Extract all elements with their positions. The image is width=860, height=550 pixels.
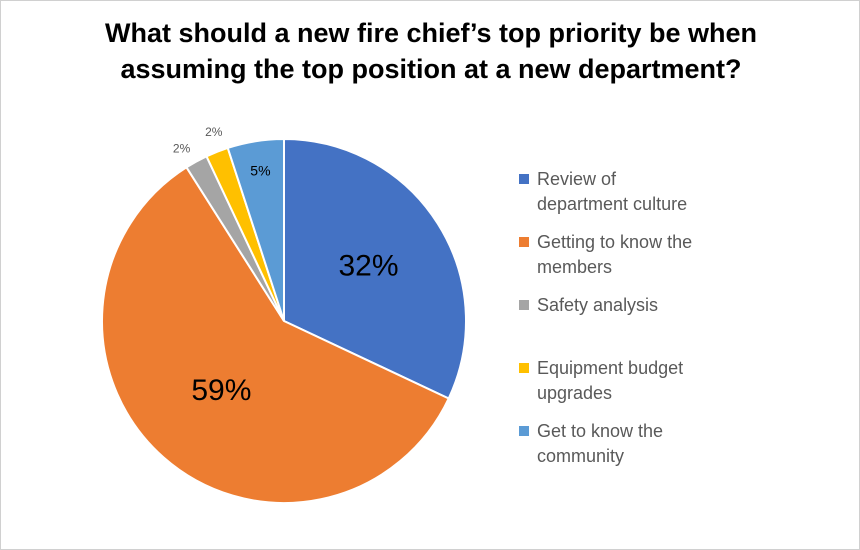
legend-label: Getting to know the members: [537, 232, 693, 277]
legend-item-know-community: Get to know the community: [519, 419, 712, 469]
legend-item-safety-analysis: Safety analysis: [519, 293, 712, 318]
chart-title: What should a new fire chief’s top prior…: [104, 18, 758, 84]
legend-label: Get to know the community: [537, 421, 664, 466]
legend-swatch: [519, 237, 529, 247]
legend-swatch: [519, 363, 529, 373]
legend-item-equipment-budget: Equipment budget upgrades: [519, 356, 712, 406]
legend-item-know-members: Getting to know the members: [519, 230, 712, 280]
legend-item-review-culture: Review of department culture: [519, 167, 712, 217]
data-label-safety-analysis: 2%: [173, 141, 191, 155]
legend-swatch: [519, 300, 529, 310]
legend-label: Safety analysis: [537, 295, 659, 315]
data-label-know-community: 5%: [250, 163, 270, 179]
slice-know-members: [101, 165, 451, 504]
legend-swatch: [519, 174, 529, 184]
slice-review-culture: [283, 137, 467, 400]
legend-swatch: [519, 426, 529, 436]
slice-know-community: [226, 137, 285, 322]
legend-label: Equipment budget upgrades: [537, 358, 684, 403]
data-label-know-members: 59%: [191, 374, 251, 407]
legend-label: Review of department culture: [537, 169, 688, 214]
data-label-equipment-budget: 2%: [205, 125, 223, 139]
data-label-review-culture: 32%: [338, 249, 398, 282]
